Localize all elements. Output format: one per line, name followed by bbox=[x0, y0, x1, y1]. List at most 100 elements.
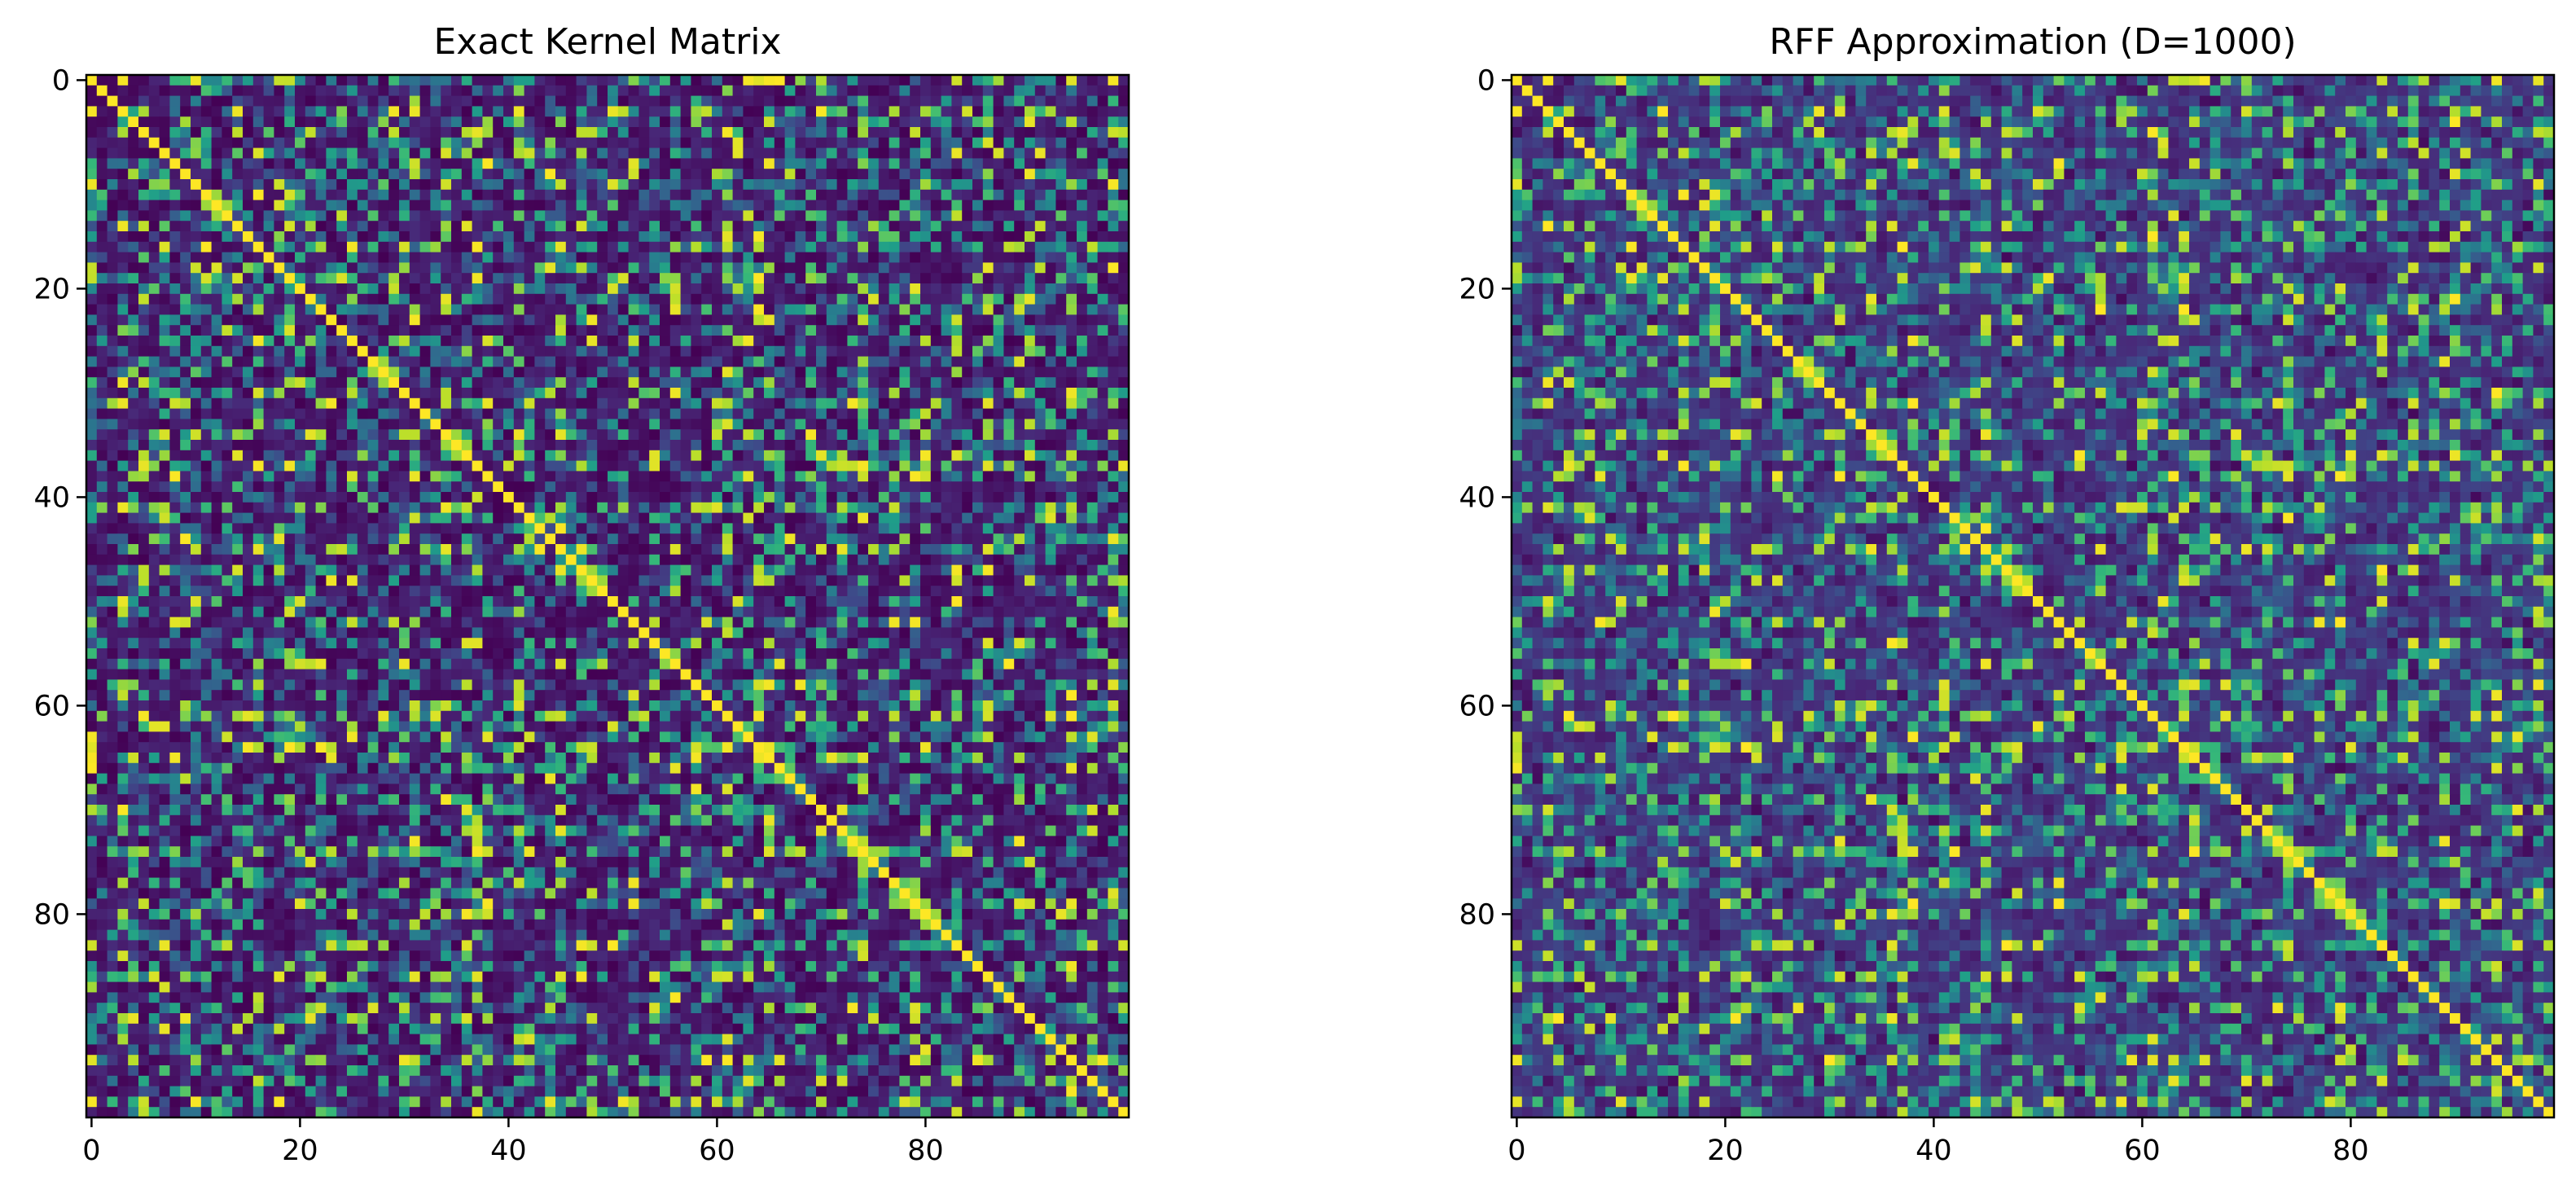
heatmap-cell bbox=[180, 116, 191, 128]
heatmap-cell bbox=[951, 575, 963, 586]
heatmap-cell bbox=[691, 408, 702, 419]
heatmap-cell bbox=[910, 564, 921, 576]
heatmap-cell bbox=[305, 502, 316, 513]
heatmap-cell bbox=[951, 106, 963, 117]
heatmap-cell bbox=[534, 512, 546, 524]
heatmap-cell bbox=[1118, 460, 1130, 472]
heatmap-cell bbox=[628, 231, 639, 243]
heatmap-cell bbox=[430, 564, 441, 576]
heatmap-cell bbox=[441, 95, 452, 107]
heatmap-cell bbox=[951, 293, 963, 305]
heatmap-cell bbox=[617, 377, 629, 388]
heatmap-cell bbox=[107, 325, 118, 336]
heatmap-cell bbox=[795, 200, 806, 211]
heatmap-cell bbox=[784, 147, 796, 159]
heatmap-cell bbox=[1086, 221, 1098, 232]
heatmap-cell bbox=[284, 325, 296, 336]
heatmap-cell bbox=[701, 106, 713, 117]
heatmap-cell bbox=[513, 460, 524, 472]
heatmap-cell bbox=[534, 189, 546, 200]
heatmap-cell bbox=[722, 252, 733, 263]
heatmap-cell bbox=[982, 95, 994, 107]
heatmap-cell bbox=[878, 408, 889, 419]
heatmap-cell bbox=[639, 554, 650, 565]
heatmap-cell bbox=[388, 210, 400, 222]
heatmap-cell bbox=[336, 314, 348, 326]
heatmap-cell bbox=[993, 325, 1004, 336]
heatmap-cell bbox=[274, 377, 285, 388]
heatmap-cell bbox=[680, 189, 691, 200]
heatmap-cell bbox=[107, 75, 118, 86]
heatmap-cell bbox=[399, 533, 410, 545]
heatmap-cell bbox=[712, 262, 723, 274]
heatmap-cell bbox=[180, 262, 191, 274]
heatmap-cell bbox=[388, 575, 400, 586]
heatmap-cell bbox=[608, 252, 619, 263]
heatmap-cell bbox=[472, 481, 483, 493]
heatmap-cell bbox=[117, 388, 129, 399]
heatmap-cell bbox=[1077, 388, 1088, 399]
heatmap-cell bbox=[107, 429, 118, 441]
heatmap-cell bbox=[597, 564, 608, 576]
heatmap-cell bbox=[795, 408, 806, 419]
heatmap-cell bbox=[784, 481, 796, 493]
heatmap-cell bbox=[117, 314, 129, 326]
heatmap-cell bbox=[493, 554, 504, 565]
heatmap-cell bbox=[784, 440, 796, 451]
heatmap-cell bbox=[128, 336, 139, 347]
heatmap-cell bbox=[712, 440, 723, 451]
heatmap-cell bbox=[274, 408, 285, 419]
heatmap-cell bbox=[482, 502, 494, 513]
heatmap-cell bbox=[295, 210, 306, 222]
heatmap-cell bbox=[1003, 336, 1015, 347]
heatmap-cell bbox=[148, 377, 160, 388]
heatmap-cell bbox=[930, 356, 941, 367]
heatmap-cell bbox=[930, 158, 941, 169]
heatmap-cell bbox=[753, 533, 765, 545]
heatmap-cell bbox=[660, 75, 671, 86]
heatmap-cell bbox=[617, 314, 629, 326]
heatmap-cell bbox=[565, 586, 577, 597]
heatmap-cell bbox=[774, 356, 785, 367]
heatmap-cell bbox=[222, 210, 233, 222]
heatmap-cell bbox=[1086, 367, 1098, 378]
heatmap-cell bbox=[159, 169, 170, 180]
heatmap-cell bbox=[357, 408, 368, 419]
heatmap-cell bbox=[419, 429, 431, 441]
heatmap-cell bbox=[1118, 95, 1130, 107]
heatmap-cell bbox=[920, 283, 932, 295]
heatmap-cell bbox=[503, 179, 515, 191]
heatmap-cell bbox=[868, 283, 880, 295]
heatmap-cell bbox=[295, 85, 306, 96]
heatmap-cell bbox=[315, 408, 327, 419]
heatmap-cell bbox=[941, 586, 952, 597]
heatmap-cell bbox=[472, 169, 483, 180]
heatmap-cell bbox=[347, 189, 358, 200]
heatmap-cell bbox=[993, 408, 1004, 419]
heatmap-cell bbox=[1014, 179, 1025, 191]
heatmap-cell bbox=[660, 283, 671, 295]
heatmap-cell bbox=[315, 262, 327, 274]
heatmap-cell bbox=[795, 336, 806, 347]
heatmap-cell bbox=[148, 512, 160, 524]
heatmap-cell bbox=[534, 75, 546, 86]
heatmap-cell bbox=[96, 314, 108, 326]
heatmap-cell bbox=[1118, 554, 1130, 565]
heatmap-cell bbox=[1045, 345, 1056, 357]
heatmap-cell bbox=[117, 575, 129, 586]
heatmap-cell bbox=[930, 345, 941, 357]
heatmap-cell bbox=[669, 397, 681, 409]
heatmap-cell bbox=[138, 471, 150, 482]
heatmap-cell bbox=[795, 106, 806, 117]
heatmap-cell bbox=[545, 221, 556, 232]
heatmap-cell bbox=[252, 262, 264, 274]
heatmap-cell bbox=[920, 116, 932, 128]
heatmap-cell bbox=[597, 95, 608, 107]
heatmap-cell bbox=[409, 158, 420, 169]
heatmap-cell bbox=[982, 304, 994, 315]
heatmap-cell bbox=[200, 564, 212, 576]
heatmap-cell bbox=[461, 397, 472, 409]
heatmap-cell bbox=[1066, 231, 1077, 243]
heatmap-cell bbox=[191, 450, 202, 461]
heatmap-cell bbox=[701, 492, 713, 503]
